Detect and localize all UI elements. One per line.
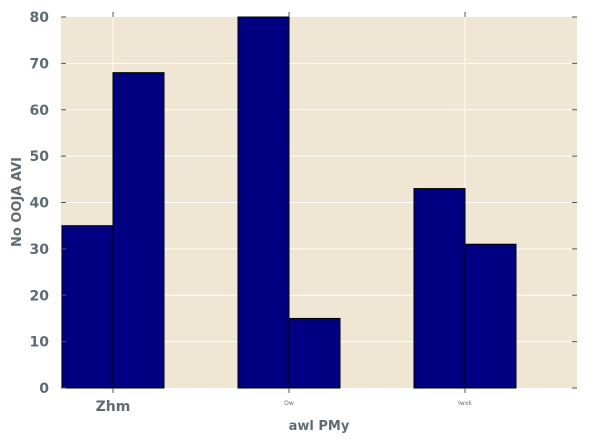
bar-iwxk-1 [413,188,466,389]
x-tick-labels: Zhm Ow Iwxk [96,399,473,415]
y-tick-label: 10 [30,335,50,351]
y-tick-label: 30 [30,242,50,258]
x-axis-title: awl PMy [289,419,350,434]
bar-zhm-2 [112,72,165,389]
bar-zhm-1 [61,225,114,389]
y-tick-label: 70 [30,56,50,72]
y-tick-labels: 0 10 20 30 40 50 60 70 80 [30,10,50,397]
y-tick-label: 80 [30,10,50,26]
y-tick-label: 50 [30,149,50,165]
y-tick-label: 0 [39,381,49,397]
x-tick-label: Zhm [96,399,131,415]
bar-iwxk-2 [464,243,517,389]
x-tick-label: Ow [284,400,294,407]
y-tick-label: 20 [30,288,50,304]
bars [61,16,517,389]
bar-ow-2 [288,317,341,389]
y-tick-label: 40 [30,196,50,212]
y-tick-label: 60 [30,103,50,119]
bar-ow-1 [237,16,290,389]
x-tick-label: Iwxk [458,400,472,407]
tick-marks [61,12,577,393]
y-axis-title: No OOJA AVI [10,157,25,247]
